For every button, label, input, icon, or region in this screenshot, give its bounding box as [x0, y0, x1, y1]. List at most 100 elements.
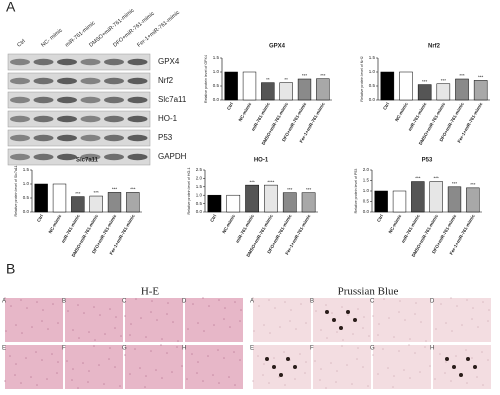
tissue-speck — [471, 357, 473, 359]
tissue-speck — [392, 386, 394, 388]
tissue-speck — [284, 301, 286, 303]
bar — [301, 192, 316, 213]
histology-tile — [313, 298, 371, 342]
y-tick-label: 1.0 — [363, 188, 370, 193]
y-tick-label: 0.5 — [369, 83, 376, 88]
tissue-speck — [419, 371, 421, 373]
tissue-speck — [319, 379, 321, 381]
tile-label: A — [2, 299, 6, 305]
histology-tile — [373, 345, 431, 389]
tissue-speck — [150, 350, 152, 352]
tissue-speck — [51, 353, 53, 355]
tissue-speck — [151, 300, 153, 302]
tissue-speck — [93, 345, 95, 347]
tile-label: E — [2, 346, 6, 352]
blot-band — [127, 153, 148, 161]
tissue-speck — [420, 321, 422, 323]
blot-band — [104, 134, 124, 142]
tissue-speck — [4, 380, 6, 382]
blot-band — [33, 115, 54, 123]
tissue-speck — [15, 363, 17, 365]
blot-band — [10, 58, 30, 66]
tissue-speck — [161, 377, 163, 379]
blot-row-label: HO-1 — [158, 114, 178, 123]
blot-column-label: Ctrl — [16, 39, 26, 49]
tissue-speck — [290, 309, 292, 311]
y-axis-label: Relative protein level of Nrf2 — [360, 56, 364, 101]
tissue-speck — [67, 310, 69, 312]
tissue-speck — [36, 301, 38, 303]
tissue-speck — [325, 304, 327, 306]
tissue-speck — [171, 371, 173, 373]
iron-deposit — [325, 310, 329, 314]
significance-label: *** — [302, 73, 308, 78]
tissue-speck — [155, 369, 157, 371]
tissue-speck — [234, 384, 236, 386]
tile-label: B — [310, 299, 314, 305]
tissue-speck — [253, 330, 255, 332]
blot-column-label: NC- mimic — [40, 27, 64, 48]
y-tick-label: 0.0 — [213, 97, 220, 102]
significance-label: *** — [441, 78, 447, 83]
blot-band — [80, 115, 101, 123]
tissue-speck — [66, 360, 68, 362]
significance-label: *** — [459, 73, 465, 78]
tissue-speck — [408, 344, 410, 346]
y-tick-label: 1.0 — [196, 192, 203, 197]
blot-band — [104, 77, 124, 85]
tissue-speck — [347, 314, 349, 316]
tissue-speck — [444, 372, 446, 374]
tissue-speck — [41, 359, 43, 361]
tile-label: G — [122, 346, 127, 352]
tissue-speck — [424, 346, 426, 348]
significance-label: *** — [452, 181, 458, 186]
tissue-speck — [20, 382, 22, 384]
blot-band — [57, 115, 77, 123]
tissue-speck — [208, 305, 210, 307]
tissue-speck — [404, 319, 406, 321]
tissue-speck — [356, 358, 358, 360]
iron-deposit — [293, 365, 297, 369]
tissue-speck — [252, 380, 254, 382]
tissue-speck — [331, 312, 333, 314]
tile-label: H — [430, 346, 434, 352]
tissue-speck — [415, 302, 417, 304]
x-tick-label: miR-761-mimic — [400, 213, 421, 244]
blot-band — [104, 58, 124, 66]
tissue-speck — [257, 355, 259, 357]
tissue-speck — [279, 326, 281, 328]
tissue-speck — [83, 312, 85, 314]
tissue-speck — [383, 298, 385, 300]
tile-label: G — [370, 346, 375, 352]
y-tick-label: 1.5 — [363, 178, 370, 183]
blot-column-label: DFO+miR-761-mimic — [112, 11, 156, 49]
tissue-speck — [72, 368, 74, 370]
iron-deposit — [353, 318, 357, 322]
y-tick-label: 1.0 — [23, 181, 30, 186]
tissue-speck — [284, 384, 286, 386]
tissue-speck — [240, 309, 242, 311]
y-axis-label: Relative protein level of HO-1 — [187, 168, 191, 215]
tissue-speck — [295, 328, 297, 330]
histology-tile — [373, 298, 431, 342]
histology-tile — [5, 298, 63, 342]
bar — [34, 183, 48, 213]
bar — [279, 82, 293, 101]
bar — [107, 192, 122, 213]
bar — [226, 194, 241, 213]
bar — [466, 187, 480, 213]
tissue-speck — [269, 332, 271, 334]
bar — [264, 184, 278, 213]
tissue-speck — [472, 307, 474, 309]
x-tick-label: Ctrl — [382, 102, 390, 111]
tissue-speck — [451, 330, 453, 332]
tissue-speck — [326, 337, 328, 339]
significance-label: *** — [415, 176, 421, 181]
x-tick-label: NC-mimic — [388, 213, 403, 234]
tissue-speck — [409, 377, 411, 379]
tissue-speck — [197, 322, 199, 324]
blot-band — [57, 58, 77, 66]
tissue-speck — [414, 313, 416, 315]
tissue-speck — [336, 331, 338, 333]
significance-label: *** — [249, 179, 255, 184]
